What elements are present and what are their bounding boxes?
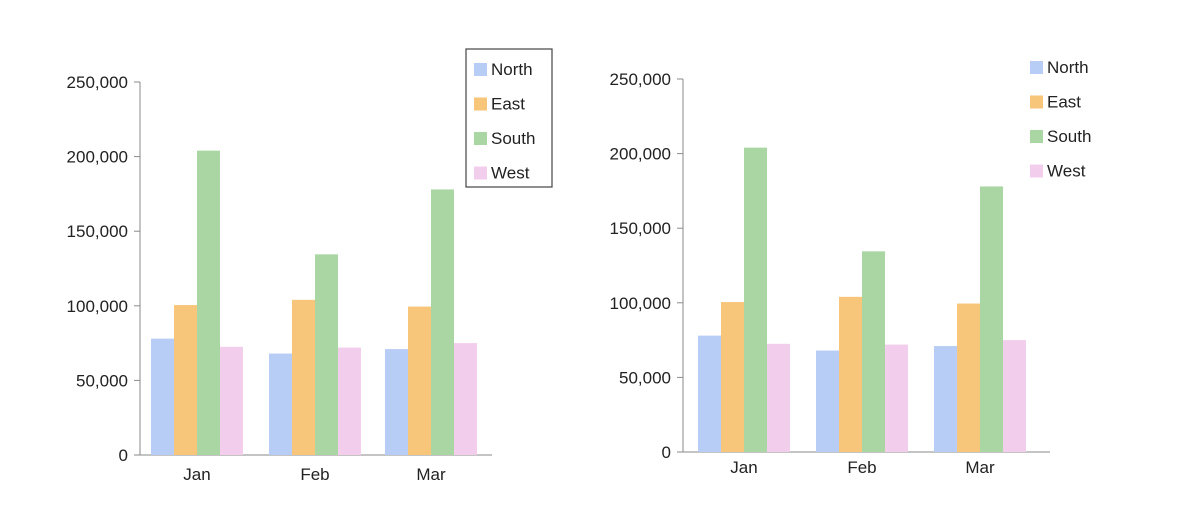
bar-west-feb [338,347,361,455]
y-tick-label: 250,000 [610,70,671,89]
y-tick-label: 200,000 [67,148,128,167]
y-tick-label: 250,000 [67,73,128,92]
bar-west-mar [1003,340,1026,452]
bar-north-mar [385,349,408,455]
bar-north-mar [934,346,957,452]
bar-north-jan [151,338,174,455]
legend-swatch-west [474,166,487,180]
x-tick-label: Feb [300,465,329,484]
legend-label-south: South [1047,127,1091,146]
bar-west-mar [454,343,477,455]
legend-swatch-east [474,97,487,111]
x-tick-label: Jan [183,465,210,484]
bar-west-feb [885,344,908,452]
chart-1: 0 50,000 100,000 150,000 200,000 250,000 Jan Fe… [67,48,553,484]
legend-label-east: East [1047,93,1081,112]
legend-label-west: West [491,164,530,183]
bar-east-feb [839,296,862,452]
y-tick-label: 150,000 [67,222,128,241]
legend-swatch-south [474,132,487,145]
legend-label-east: East [491,95,525,114]
chart-2: 0 50,000 100,000 150,000 200,000 250,000 Jan Fe… [610,58,1092,477]
legend: North East South West [1030,58,1091,181]
bar-north-jan [698,335,721,452]
y-tick-label: 200,000 [610,145,671,164]
bar-west-jan [220,346,243,455]
bar-east-jan [174,305,197,455]
bar-south-feb [315,254,338,455]
legend-swatch-east [1030,95,1043,109]
bar-north-feb [816,350,839,452]
legend-box [465,48,553,188]
y-tick-label: 100,000 [67,297,128,316]
y-tick-label: 0 [662,443,671,462]
bar-south-jan [197,150,220,455]
bar-south-mar [980,186,1003,452]
bar-south-feb [862,251,885,452]
legend-swatch-north [474,63,487,76]
x-tick-label: Feb [847,458,876,477]
bar-east-feb [292,299,315,455]
legend-label-south: South [491,129,535,148]
bar-south-mar [431,189,454,455]
bar-north-feb [269,353,292,455]
legend-label-west: West [1047,162,1086,181]
x-tick-label: Jan [730,458,757,477]
x-tick-label: Mar [965,458,995,477]
bar-east-jan [721,302,744,452]
y-tick-label: 150,000 [610,219,671,238]
bar-west-jan [767,343,790,452]
y-tick-label: 0 [119,446,128,465]
legend-swatch-south [1030,130,1043,143]
legend-swatch-north [1030,61,1043,74]
legend-label-north: North [1047,58,1089,77]
x-tick-label: Mar [416,465,446,484]
legend-swatch-west [1030,164,1043,178]
bar-east-mar [408,306,431,455]
legend: North East South West [465,48,553,188]
y-tick-label: 100,000 [610,294,671,313]
legend-label-north: North [491,60,533,79]
y-tick-label: 50,000 [619,368,671,387]
bar-east-mar [957,303,980,452]
bar-south-jan [744,147,767,452]
y-tick-label: 50,000 [76,371,128,390]
